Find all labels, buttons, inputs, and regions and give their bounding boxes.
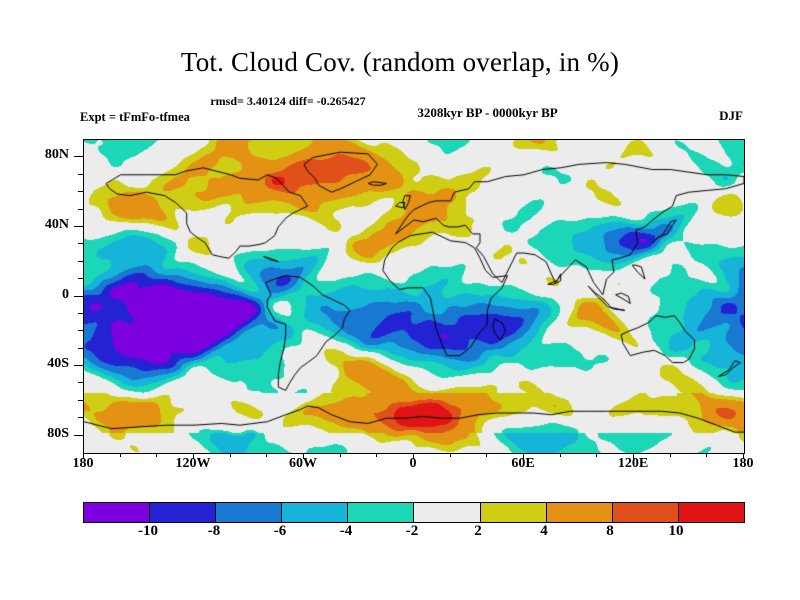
y-tick-mark-minor bbox=[78, 382, 83, 384]
colorbar-segment bbox=[546, 503, 613, 522]
colorbar bbox=[83, 502, 745, 523]
x-tick-mark-minor bbox=[266, 453, 268, 457]
x-tick-mark-minor bbox=[119, 453, 121, 457]
x-tick-mark-minor bbox=[486, 453, 488, 457]
x-tick-mark bbox=[633, 453, 634, 459]
x-tick-mark-minor bbox=[449, 453, 451, 457]
y-tick-mark bbox=[74, 225, 83, 227]
y-tick-label: 40S bbox=[47, 356, 69, 372]
x-tick-label: 180 bbox=[732, 456, 754, 471]
season-label: DJF bbox=[719, 108, 743, 123]
y-tick-mark-minor bbox=[78, 243, 83, 245]
y-tick-mark-minor bbox=[78, 260, 83, 262]
colorbar-labels: -10 -8 -6 -4 -2 2 4 8 10 bbox=[0, 523, 800, 547]
colorbar-tick-label: -8 bbox=[207, 523, 221, 539]
colorbar-segment bbox=[282, 503, 349, 522]
colorbar-tick-label: 2 bbox=[474, 523, 482, 539]
y-tick-mark-minor bbox=[78, 417, 83, 419]
colorbar-tick-label: -2 bbox=[405, 523, 419, 539]
x-tick-label: 180 bbox=[72, 456, 94, 471]
x-axis: 180 120W 60W 0 60E 120E 180 bbox=[0, 456, 800, 480]
x-tick-mark-minor bbox=[376, 453, 378, 457]
colorbar-tick-label: 10 bbox=[668, 523, 684, 539]
x-tick-mark bbox=[523, 453, 524, 459]
period-label: 3208kyr BP - 0000kyr BP bbox=[417, 105, 558, 120]
experiment-label: Expt = tFmFo-tfmea bbox=[80, 110, 190, 124]
y-tick-mark bbox=[74, 156, 83, 158]
y-tick-mark-minor bbox=[78, 330, 83, 332]
x-tick-label: 60E bbox=[511, 456, 535, 471]
x-tick-mark-minor bbox=[596, 453, 598, 457]
x-tick-mark-minor bbox=[156, 453, 158, 457]
colorbar-segment bbox=[150, 503, 217, 522]
x-tick-mark bbox=[413, 453, 414, 459]
colorbar-segment bbox=[414, 503, 481, 522]
y-tick-mark-minor bbox=[78, 208, 83, 210]
y-tick-label: 40N bbox=[44, 216, 69, 232]
y-tick-mark-minor bbox=[78, 191, 83, 193]
colorbar-segment bbox=[216, 503, 283, 522]
y-tick-mark bbox=[74, 295, 83, 297]
colorbar-segment bbox=[84, 503, 151, 522]
x-tick-label: 0 bbox=[409, 456, 417, 471]
y-tick-mark-minor bbox=[78, 312, 83, 314]
y-tick-mark-minor bbox=[78, 399, 83, 401]
coastlines bbox=[84, 140, 744, 453]
colorbar-segment bbox=[678, 503, 744, 522]
colorbar-tick-label: -4 bbox=[339, 523, 353, 539]
colorbar-segment bbox=[480, 503, 547, 522]
colorbar-tick-label: 4 bbox=[540, 523, 548, 539]
x-tick-mark-minor bbox=[339, 453, 341, 457]
page-title: Tot. Cloud Cov. (random overlap, in %) bbox=[180, 47, 620, 77]
x-tick-label: 120E bbox=[617, 456, 649, 471]
x-tick-mark bbox=[303, 453, 304, 459]
statistics-label: rmsd= 3.40124 diff= -0.265427 bbox=[210, 94, 366, 108]
x-tick-mark-minor bbox=[559, 453, 561, 457]
x-tick-mark-minor bbox=[669, 453, 671, 457]
y-tick-label: 0 bbox=[62, 286, 69, 302]
colorbar-segment bbox=[348, 503, 415, 522]
y-tick-mark bbox=[74, 365, 83, 367]
y-tick-mark bbox=[74, 434, 83, 436]
x-axis-ticks bbox=[0, 453, 800, 461]
colorbar-tick-label: -10 bbox=[138, 523, 158, 539]
colorbar-tick-label: -6 bbox=[273, 523, 287, 539]
y-tick-mark-minor bbox=[78, 278, 83, 280]
map-plot-area bbox=[83, 139, 745, 454]
x-tick-label: 120W bbox=[175, 456, 211, 471]
y-tick-label: 80S bbox=[47, 425, 69, 441]
x-tick-mark bbox=[743, 453, 744, 459]
colorbar-tick-label: 8 bbox=[606, 523, 614, 539]
y-tick-mark-minor bbox=[78, 347, 83, 349]
y-tick-mark-minor bbox=[78, 173, 83, 175]
x-tick-mark bbox=[83, 453, 84, 459]
y-tick-label: 80N bbox=[44, 147, 69, 163]
x-tick-label: 60W bbox=[289, 456, 317, 471]
x-tick-mark-minor bbox=[229, 453, 231, 457]
y-axis: 80N 40N 0 40S 80S bbox=[0, 0, 83, 600]
x-tick-mark-minor bbox=[706, 453, 708, 457]
colorbar-segment bbox=[612, 503, 679, 522]
x-tick-mark bbox=[193, 453, 194, 459]
